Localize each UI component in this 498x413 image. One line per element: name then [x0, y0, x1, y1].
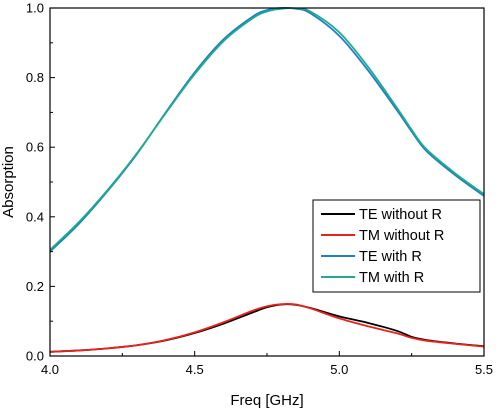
y-tick-label: 0.0	[26, 349, 44, 364]
x-tick-label: 5.5	[475, 362, 493, 377]
y-tick-label: 0.8	[26, 70, 44, 85]
legend-label-1: TM without R	[359, 228, 444, 244]
y-tick-label: 0.4	[26, 209, 44, 224]
x-tick-label: 5.0	[330, 362, 348, 377]
y-axis-title: Absorption	[0, 146, 17, 218]
series-line-3	[49, 7, 485, 251]
legend-label-2: TE with R	[359, 249, 422, 265]
legend: TE without R TM without R TE with R TM with…	[312, 199, 481, 293]
x-tick-label: 4.5	[186, 362, 204, 377]
series-layer	[49, 6, 485, 353]
legend-box	[312, 199, 481, 293]
series-line-1	[49, 303, 485, 353]
x-axis-title: Freq [GHz]	[230, 392, 303, 409]
tick-layer: 4.0 4.5 5.0 5.5 0.0 0.2 0.4 0.6 0.8 1.0	[26, 1, 493, 378]
legend-label-0: TE without R	[359, 207, 442, 223]
x-tick-label: 4.0	[41, 362, 59, 377]
y-tick-label: 0.2	[26, 279, 44, 294]
legend-label-3: TM with R	[359, 270, 424, 286]
series-line-0	[49, 303, 485, 353]
y-tick-label: 1.0	[26, 1, 44, 16]
y-tick-label: 0.6	[26, 140, 44, 155]
